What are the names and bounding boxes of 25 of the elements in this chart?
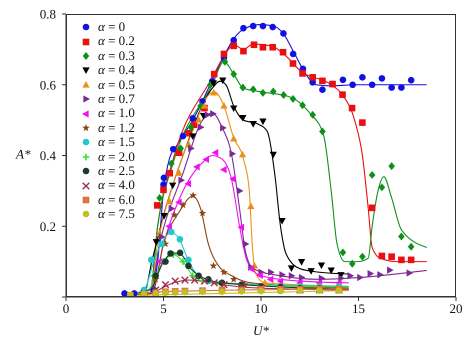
y-tick-label: 0.4 [40,148,56,164]
legend-label: α = 7.5 [98,206,135,222]
legend-label: α = 0.4 [98,62,135,78]
y-axis-title: A* [15,146,31,162]
y-tick-label: 0.6 [40,77,56,92]
legend-label: α = 0.2 [98,33,135,48]
x-tick-label: 15 [352,301,365,316]
legend-label: α = 1.0 [98,105,135,120]
legend-label: α = 2.5 [98,163,135,178]
legend-label: α = 0.7 [98,91,135,106]
legend-label: α = 1.2 [98,120,135,135]
x-tick-label: 5 [160,301,167,316]
x-tick-label: 0 [62,301,70,316]
y-tick-label: 0.8 [40,6,56,22]
x-axis-title: U* [253,323,270,338]
legend-label: α = 1.5 [98,134,135,150]
legend-label: α = 0.5 [98,76,135,92]
legend-label: α = 6.0 [98,192,135,207]
x-tick-label: 10 [254,301,268,316]
legend-label: α = 0.3 [98,48,135,63]
legend-label: α = 0 [98,19,126,34]
y-tick-label: 0.2 [40,218,56,234]
legend-label: α = 2.0 [98,148,135,164]
x-tick-label: 20 [450,301,462,316]
legend-label: α = 4.0 [98,177,135,192]
